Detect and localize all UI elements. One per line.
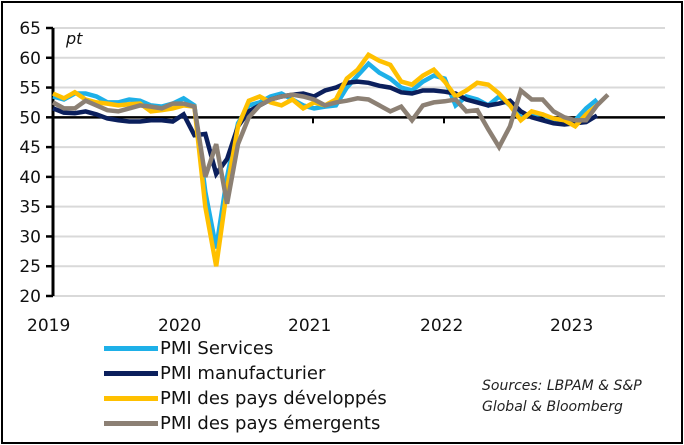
legend-label: PMI des pays développés: [160, 388, 387, 409]
legend: PMI Services PMI manufacturier PMI des p…: [104, 336, 387, 436]
y-tick-label: 65: [19, 19, 41, 39]
y-tick-label: 40: [19, 168, 41, 188]
y-axis: 20 25 30 35 40 45 50 55 60 65: [19, 19, 55, 307]
y-tick-label: 45: [19, 138, 41, 158]
source-line-1: Sources: LBPAM & S&P: [482, 378, 642, 394]
legend-item-services: PMI Services: [104, 336, 387, 361]
legend-item-developed: PMI des pays développés: [104, 386, 387, 411]
unit-label: pt: [65, 29, 83, 48]
legend-swatch-services: [104, 346, 158, 351]
legend-swatch-developed: [104, 396, 158, 401]
source-line-2: Global & Bloomberg: [482, 399, 623, 415]
series-lines: [51, 51, 610, 267]
y-tick-label: 50: [19, 108, 41, 128]
series-line-pmi-des-pays-mergents: [51, 86, 610, 205]
legend-item-manufacturing: PMI manufacturier: [104, 361, 387, 386]
gridlines: [53, 27, 665, 297]
legend-item-emerging: PMI des pays émergents: [104, 411, 387, 436]
x-axis: 2019 2020 2021 2022 2023: [27, 116, 665, 336]
y-tick-label: 30: [19, 227, 41, 247]
series-line-pmi-des-pays-d-velopp-s: [52, 51, 599, 267]
legend-swatch-manufacturing: [104, 371, 158, 376]
y-tick-label: 20: [19, 287, 41, 307]
x-tick-label: 2022: [420, 316, 463, 336]
y-tick-label: 25: [19, 257, 41, 277]
y-tick-label: 60: [19, 49, 41, 69]
x-tick-label: 2020: [158, 316, 201, 336]
x-tick-label: 2023: [550, 316, 593, 336]
legend-label: PMI manufacturier: [160, 363, 326, 384]
x-tick-label: 2019: [27, 316, 70, 336]
x-tick-label: 2021: [288, 316, 331, 336]
y-tick-label: 55: [19, 79, 41, 99]
legend-swatch-emerging: [104, 421, 158, 426]
y-tick-label: 35: [19, 198, 41, 218]
source-note: Sources: LBPAM & S&P Global & Bloomberg: [482, 376, 642, 418]
legend-label: PMI des pays émergents: [160, 413, 381, 434]
legend-label: PMI Services: [160, 338, 274, 359]
series-line-pmi-manufacturier: [52, 79, 599, 179]
